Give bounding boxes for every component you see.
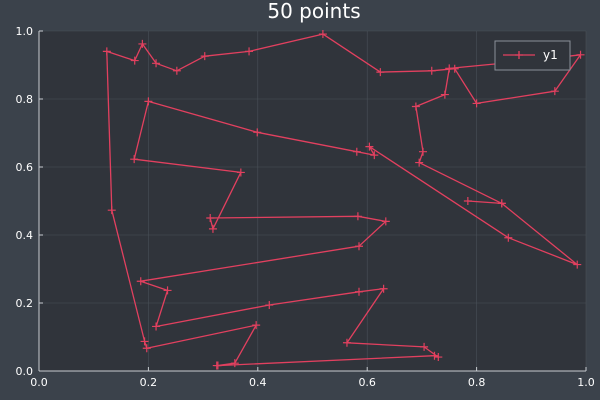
data-point xyxy=(252,321,261,330)
data-point xyxy=(420,342,429,351)
y-tick-label: 0.6 xyxy=(16,161,34,174)
data-point xyxy=(427,66,436,75)
data-point xyxy=(379,284,388,293)
data-point xyxy=(352,147,361,156)
data-point xyxy=(434,353,443,362)
series-line-y1 xyxy=(106,33,582,367)
y-tick-label: 1.0 xyxy=(16,25,34,38)
data-point xyxy=(415,158,424,167)
x-tick-label: 0.8 xyxy=(468,376,486,389)
data-point xyxy=(208,224,217,233)
legend: y1 xyxy=(494,40,571,71)
data-point xyxy=(418,147,427,156)
x-tick-label: 0.0 xyxy=(30,376,48,389)
data-point xyxy=(142,344,151,353)
data-point xyxy=(463,197,472,205)
data-point xyxy=(365,142,374,151)
data-point xyxy=(130,155,139,164)
legend-marker xyxy=(515,51,523,59)
data-point xyxy=(206,214,215,222)
data-point xyxy=(107,206,116,215)
series-layer xyxy=(102,30,585,370)
data-point xyxy=(130,56,139,65)
data-point xyxy=(370,151,379,160)
data-point xyxy=(354,242,363,251)
y-tick-label: 0.2 xyxy=(16,297,34,310)
x-tick-label: 1.0 xyxy=(577,376,595,389)
chart-title: 50 points xyxy=(267,0,360,23)
data-point xyxy=(265,301,274,310)
data-point xyxy=(353,212,362,221)
data-point xyxy=(230,359,239,368)
data-point xyxy=(253,128,262,137)
data-point xyxy=(576,50,585,59)
data-point xyxy=(440,90,449,99)
plot-area: 0.0 0.2 0.4 0.6 0.8 1.0 0.0 0.2 0.4 0.6 0.8 1.0 xyxy=(16,25,595,389)
data-point xyxy=(573,260,582,269)
grid xyxy=(38,30,587,372)
data-point xyxy=(245,47,254,56)
data-point xyxy=(136,277,145,286)
data-point xyxy=(342,338,351,347)
data-point xyxy=(472,99,481,108)
data-point xyxy=(497,199,506,208)
plot-background xyxy=(39,31,586,371)
y-tick-label: 0.4 xyxy=(16,229,34,242)
data-point xyxy=(445,64,454,73)
axes: 0.0 0.2 0.4 0.6 0.8 1.0 0.0 0.2 0.4 0.6 0.8 1.0 xyxy=(16,25,595,389)
data-point xyxy=(152,59,161,68)
data-point xyxy=(550,87,559,96)
x-tick-label: 0.4 xyxy=(249,376,267,389)
data-point xyxy=(236,168,245,177)
data-point xyxy=(152,322,161,331)
x-tick-label: 0.2 xyxy=(140,376,158,389)
data-point xyxy=(172,66,181,75)
x-tick-label: 0.6 xyxy=(358,376,376,389)
y-tick-label: 0.0 xyxy=(16,365,34,378)
data-point xyxy=(430,351,439,360)
data-point xyxy=(318,30,327,39)
data-point xyxy=(504,233,513,242)
data-point xyxy=(376,68,385,77)
data-point xyxy=(140,337,149,346)
data-point xyxy=(144,97,153,106)
data-point xyxy=(411,102,420,111)
data-point xyxy=(200,52,209,61)
data-point xyxy=(163,286,172,295)
data-point xyxy=(102,47,111,56)
data-point xyxy=(213,361,222,370)
y-tick-label: 0.8 xyxy=(16,93,34,106)
data-point xyxy=(381,217,390,226)
data-point xyxy=(138,39,147,48)
legend-label-y1: y1 xyxy=(543,48,558,62)
data-point xyxy=(354,287,363,296)
